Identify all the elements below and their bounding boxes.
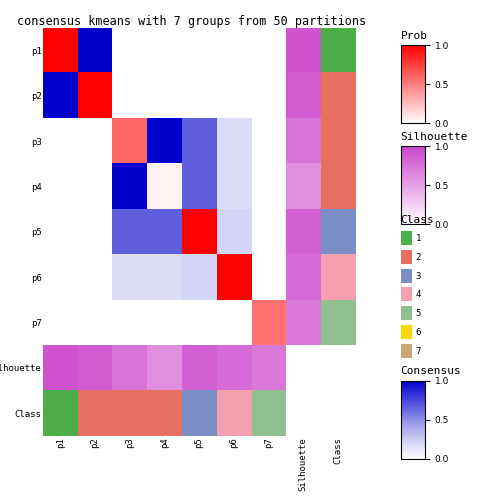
Text: 4: 4 bbox=[416, 290, 421, 299]
Text: 6: 6 bbox=[416, 328, 421, 337]
Text: Consensus: Consensus bbox=[401, 366, 462, 376]
Text: consensus kmeans with 7 groups from 50 partitions: consensus kmeans with 7 groups from 50 p… bbox=[17, 15, 366, 28]
Text: 5: 5 bbox=[416, 309, 421, 318]
Text: 1: 1 bbox=[416, 234, 421, 243]
Text: 3: 3 bbox=[416, 272, 421, 281]
Text: 2: 2 bbox=[416, 253, 421, 262]
Text: Silhouette: Silhouette bbox=[401, 132, 468, 142]
Text: 7: 7 bbox=[416, 347, 421, 355]
Text: Prob: Prob bbox=[401, 31, 428, 41]
Text: Class: Class bbox=[401, 215, 434, 225]
